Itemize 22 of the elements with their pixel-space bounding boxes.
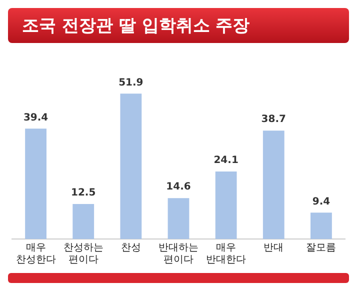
data-label: 38.7 [261, 114, 286, 126]
bar [120, 94, 142, 239]
chart-title: 조국 전장관 딸 입학취소 주장 [8, 8, 349, 43]
data-label: 39.4 [23, 112, 48, 124]
bar [215, 172, 237, 239]
x-tick-label: 찬성하는 편이다 [63, 242, 104, 266]
x-tick-label: 매우 반대한다 [206, 242, 246, 266]
data-label: 9.4 [312, 196, 330, 208]
bar [168, 198, 190, 239]
bar [25, 128, 46, 239]
data-label: 12.5 [71, 188, 96, 199]
x-tick-label: 매우 찬성한다 [16, 242, 56, 266]
x-tick-label: 찬성 [120, 242, 141, 254]
data-label: 14.6 [166, 182, 191, 193]
bar [262, 130, 284, 239]
x-tick-label: 반대하는 편이다 [158, 242, 198, 266]
data-label: 24.1 [214, 155, 238, 166]
data-label: 51.9 [118, 77, 144, 88]
x-tick-label: 잘모름 [306, 242, 336, 254]
bar [310, 212, 332, 239]
x-tick-label: 반대 [264, 242, 284, 254]
bar [72, 204, 94, 239]
